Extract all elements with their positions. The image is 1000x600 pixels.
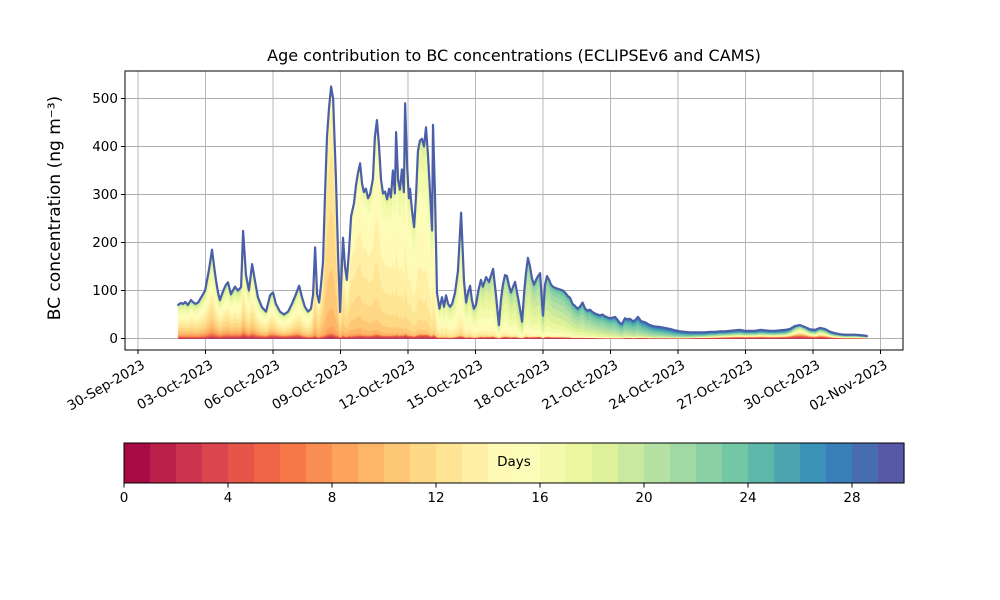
y-tick-label: 300 xyxy=(92,186,118,203)
colorbar-tick-label: 0 xyxy=(119,490,129,506)
colorbar-tick-label: 28 xyxy=(843,490,861,506)
y-tick-label: 100 xyxy=(92,282,118,299)
colorbar-tick-label: 24 xyxy=(739,490,757,506)
axes-frame xyxy=(121,70,904,354)
colorbar-tick-label: 16 xyxy=(531,490,549,506)
total-line xyxy=(177,85,869,338)
y-tick-label: 500 xyxy=(92,90,118,107)
colorbar-gradient xyxy=(123,442,905,488)
chart-title: Age contribution to BC concentrations (E… xyxy=(267,46,761,65)
colorbar-tick-label: 12 xyxy=(427,490,445,506)
colorbar-label: Days xyxy=(497,454,531,470)
colorbar-tick-label: 4 xyxy=(223,490,233,506)
y-tick-label: 0 xyxy=(109,330,118,347)
y-tick-label: 400 xyxy=(92,138,118,155)
colorbar-tick-label: 8 xyxy=(327,490,337,506)
y-axis-label: BC concentration (ng m⁻³) xyxy=(45,95,65,321)
y-tick-label: 200 xyxy=(92,234,118,251)
colorbar-tick-label: 20 xyxy=(635,490,653,506)
